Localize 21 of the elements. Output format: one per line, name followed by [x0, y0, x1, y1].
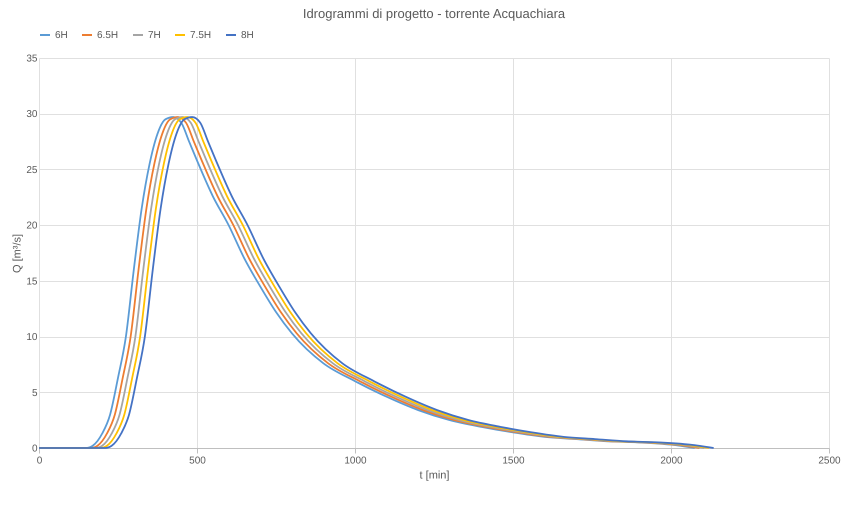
y-tick-label: 0: [32, 444, 38, 454]
y-tick-label: 5: [32, 388, 38, 399]
x-tick-label: 2500: [818, 456, 842, 466]
x-tick-label: 2000: [660, 456, 684, 466]
y-tick-label: 25: [26, 164, 38, 176]
legend-label: 8H: [241, 30, 254, 41]
x-axis-title: t [min]: [420, 470, 450, 482]
y-tick-label: 35: [26, 54, 38, 64]
x-tick-label: 1000: [344, 456, 368, 466]
y-tick-label: 30: [26, 109, 38, 120]
y-tick-label: 20: [26, 220, 38, 232]
legend-label: 6.5H: [97, 30, 118, 41]
y-tick-label: 10: [26, 332, 38, 344]
x-tick-label: 1500: [502, 456, 526, 466]
chart-title: Idrogrammi di progetto - torrente Acquachiara: [302, 6, 566, 21]
x-tick-label: 500: [189, 456, 206, 466]
y-tick-label: 15: [26, 276, 38, 288]
legend-label: 7.5H: [190, 30, 212, 41]
y-axis-title: Q [m³/s]: [11, 234, 24, 274]
legend-label: 6H: [55, 30, 68, 41]
legend-label: 7H: [148, 30, 161, 41]
